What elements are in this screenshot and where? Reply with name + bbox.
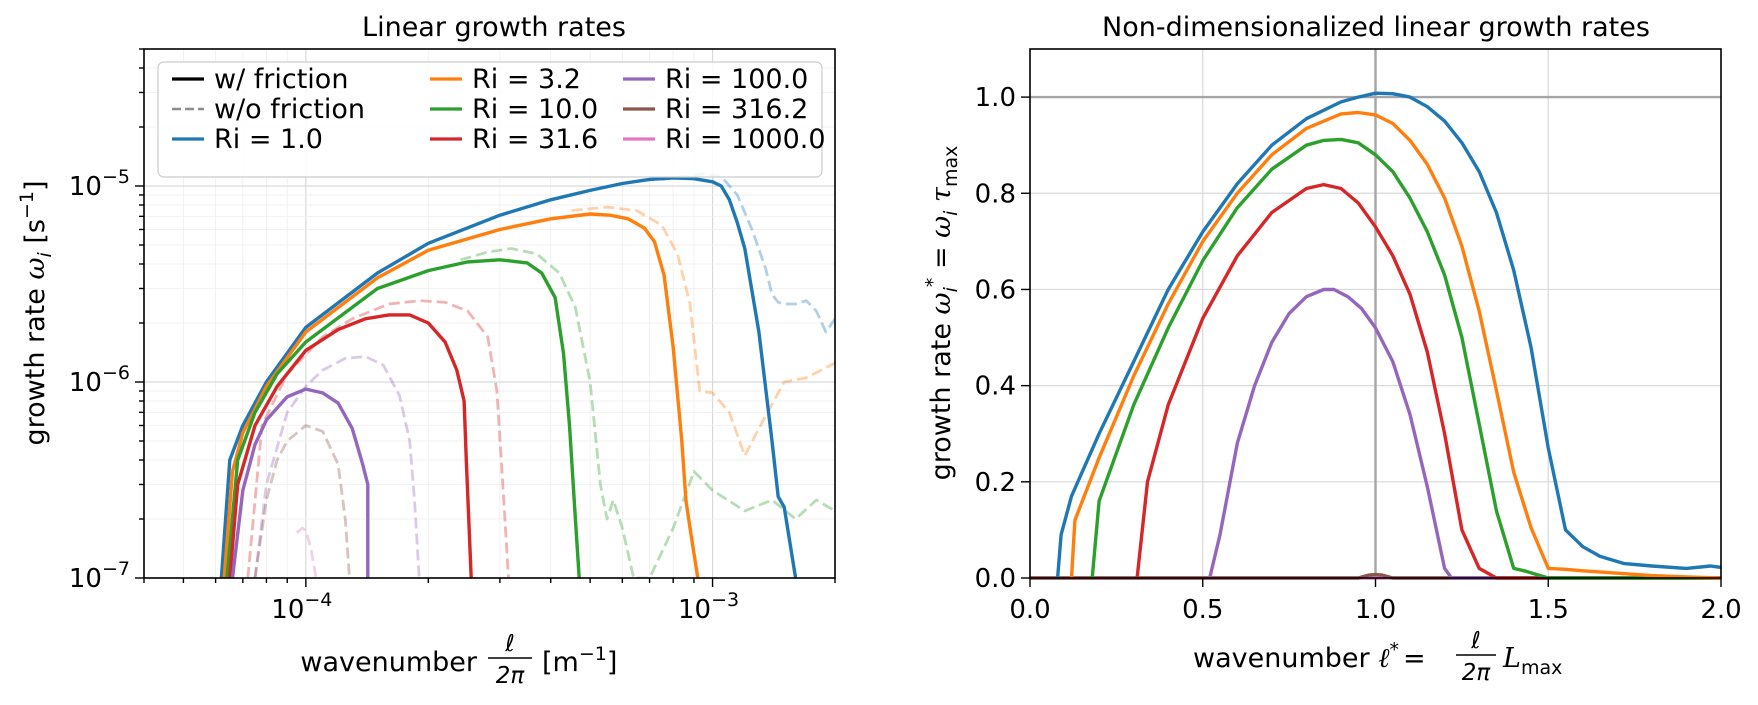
right-x-axis-frac-num: ℓ xyxy=(1470,628,1481,654)
right-x-tick-label: 2.0 xyxy=(1700,595,1741,625)
left-x-axis-unit: [m−1] xyxy=(542,643,617,678)
right-x-axis-label-main: wavenumber xyxy=(1193,643,1370,674)
left-x-tick-label: 10−4 xyxy=(271,589,332,625)
left-plot-frame xyxy=(143,48,836,579)
legend-entry-8: Ri = 1000.0 xyxy=(665,124,826,155)
right-y-tick-label: 0.2 xyxy=(975,468,1016,498)
right-y-axis-eq-sub: i xyxy=(940,210,962,216)
right-x-axis-eq: = xyxy=(1403,643,1426,674)
left-y-tick-label: 10−6 xyxy=(69,362,130,398)
left-series-friction-ri-3-2 xyxy=(222,212,700,578)
right-ticks: 0.0 0.5 1.0 1.5 2.0 0.0 0.2 0.4 0.6 0.8 1.0 xyxy=(975,83,1742,625)
right-grid xyxy=(1029,49,1722,579)
right-y-tick-label: 0.8 xyxy=(975,179,1016,209)
left-ticks: 10−4 10−3 10−7 10−6 10−5 xyxy=(69,48,836,625)
left-y-axis-label-main: growth rate xyxy=(20,288,51,445)
right-y-tick-label: 0.4 xyxy=(975,372,1016,402)
left-y-axis-symbol: ω xyxy=(20,258,51,280)
left-y-axis-label: growth rate ωi [s−1] xyxy=(16,180,56,445)
left-chart: Linear growth rates 10−4 10−3 10−7 10−6 10−5… xyxy=(16,12,836,689)
right-x-tick-label: 1.0 xyxy=(1355,595,1396,625)
right-x-axis-frac-den: 2π xyxy=(1462,660,1492,686)
left-series xyxy=(219,172,835,578)
left-x-axis-frac-num: ℓ xyxy=(504,631,515,657)
right-y-tick-label: 1.0 xyxy=(975,83,1016,113)
right-series-ri-31-6 xyxy=(1135,182,1721,580)
left-series-nofriction-ri-100-0 xyxy=(253,355,421,578)
right-series-ri-10-0 xyxy=(1090,137,1721,580)
left-y-axis-symbol-sub: i xyxy=(34,252,56,258)
left-series-nofriction-ri-1000-0 xyxy=(295,526,318,578)
right-y-axis-tau-sub: max xyxy=(940,146,962,187)
right-y-axis-eq: = ω xyxy=(926,216,957,278)
left-y-axis-unit: [s xyxy=(20,219,51,252)
right-x-tick-label: 0.0 xyxy=(1009,595,1050,625)
left-y-tick-label: 10−7 xyxy=(69,558,130,594)
right-x-axis-symbol: ℓ xyxy=(1378,643,1390,674)
left-series-friction-ri-31-6 xyxy=(228,313,473,578)
left-x-axis-label-main: wavenumber xyxy=(300,647,477,678)
left-series-nofriction-ri-316-2 xyxy=(253,424,351,578)
legend-entry-4: Ri = 10.0 xyxy=(472,94,598,125)
right-x-tick-label: 1.5 xyxy=(1528,595,1569,625)
legend-entry-5: Ri = 31.6 xyxy=(472,124,598,155)
right-y-axis-symbol-sub: i xyxy=(940,286,962,292)
right-series-ri-3-2 xyxy=(1069,110,1721,580)
left-x-axis-frac-den: 2π xyxy=(496,663,526,689)
left-y-tick-label: 10−5 xyxy=(69,166,130,202)
left-x-axis-unit-close: ] xyxy=(607,647,618,678)
left-series-friction-ri-100-0 xyxy=(230,387,370,578)
right-y-axis-symbol: ω xyxy=(926,292,957,314)
right-x-axis-after: Lmax xyxy=(1502,643,1562,679)
legend-entry-0: w/ friction xyxy=(214,64,348,95)
right-x-axis-label-text: wavenumber ℓ* = xyxy=(1193,639,1426,674)
right-x-axis-symbol-sup: * xyxy=(1389,639,1399,661)
left-x-axis-unit-sup: −1 xyxy=(579,643,607,665)
left-y-axis-unit-close: ] xyxy=(20,180,51,191)
right-series-ri-1-0 xyxy=(1055,91,1721,579)
left-chart-title: Linear growth rates xyxy=(362,12,626,43)
right-series-ri-100-0 xyxy=(1208,287,1721,580)
right-y-axis-label: growth rate ωi* = ωi τmax xyxy=(922,146,962,481)
left-x-axis-label: wavenumber ℓ 2π [m−1] xyxy=(300,631,617,689)
left-series-nofriction-ri-1-0 xyxy=(661,172,835,334)
right-x-axis-label: wavenumber ℓ* = ℓ 2π Lmax xyxy=(1193,628,1562,686)
left-series-nofriction-ri-10-0 xyxy=(460,247,835,578)
right-x-axis-after-sym: L xyxy=(1502,643,1521,674)
left-series-friction-ri-1-0 xyxy=(219,176,798,578)
left-series-friction-ri-10-0 xyxy=(225,258,581,578)
right-y-tick-label: 0.6 xyxy=(975,275,1016,305)
right-y-axis-symbol-sup: * xyxy=(922,278,944,288)
legend-box xyxy=(157,61,823,178)
right-x-axis-after-sub: max xyxy=(1521,657,1562,679)
left-y-axis-unit-sup: −1 xyxy=(16,191,38,219)
legend-entry-2: Ri = 1.0 xyxy=(214,124,323,155)
left-x-axis-unit-open: [m xyxy=(542,647,579,678)
legend-entry-6: Ri = 100.0 xyxy=(665,64,808,95)
right-chart: Non-dimensionalized linear growth rates … xyxy=(922,12,1742,686)
right-y-tick-label: 0.0 xyxy=(975,564,1016,594)
right-y-axis-tau: τ xyxy=(926,186,957,211)
legend-entry-1: w/o friction xyxy=(214,94,365,125)
legend-entry-7: Ri = 316.2 xyxy=(665,94,808,125)
right-y-axis-label-main: growth rate xyxy=(926,323,957,480)
right-x-tick-label: 0.5 xyxy=(1182,595,1223,625)
legend-entry-3: Ri = 3.2 xyxy=(472,64,581,95)
right-chart-title: Non-dimensionalized linear growth rates xyxy=(1102,12,1650,43)
left-series-nofriction-ri-3-2 xyxy=(571,205,835,458)
left-x-tick-label: 10−3 xyxy=(678,589,739,625)
